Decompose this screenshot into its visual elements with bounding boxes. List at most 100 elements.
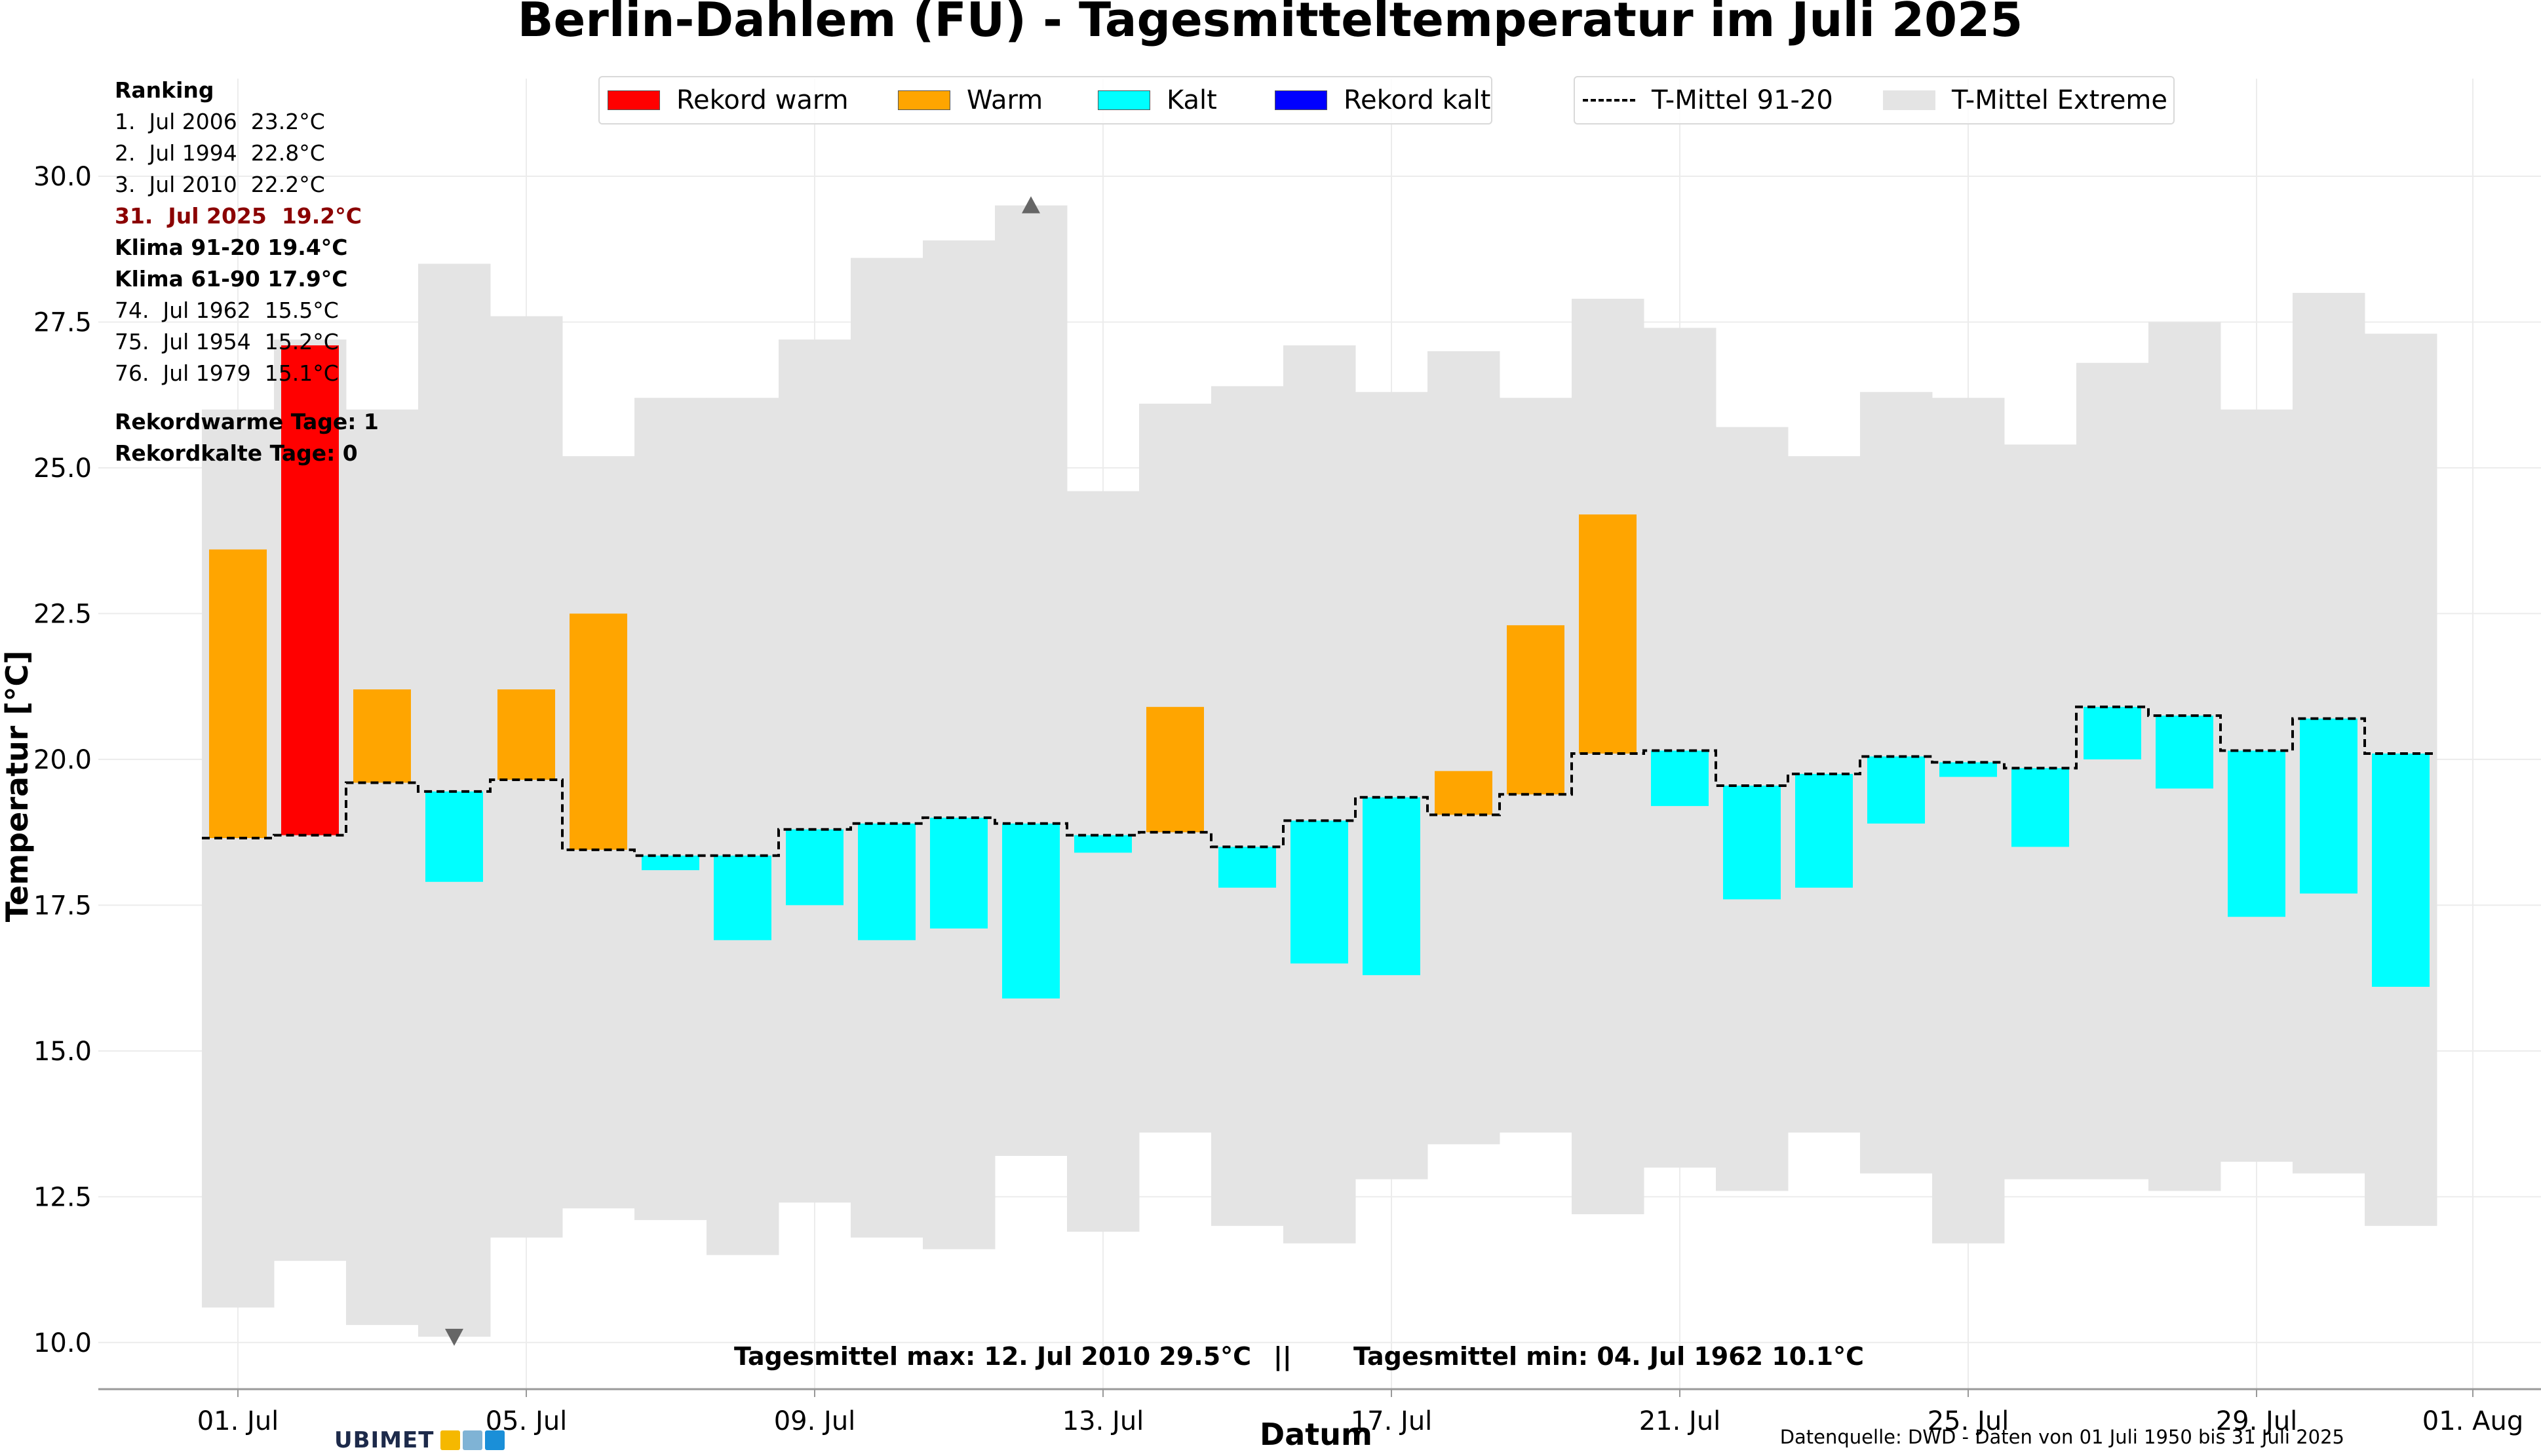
- temperature-bar: [1218, 847, 1276, 888]
- temperature-bar: [1507, 625, 1564, 795]
- axes: 10.0 12.5 15.0 17.5 20.0 22.5 25.0 27.5 30.0 01. …: [33, 162, 2541, 1436]
- legend-swatch: [1275, 90, 1327, 110]
- bars: [209, 345, 2430, 999]
- extremes-segment: [1572, 298, 1644, 1215]
- temperature-bar: [1290, 820, 1348, 964]
- temperature-bar: [497, 689, 555, 780]
- temperature-bar: [2300, 718, 2357, 894]
- temperature-bar: [1795, 774, 1853, 888]
- temperature-bar: [714, 855, 771, 940]
- extremes-segment: [1211, 386, 1284, 1226]
- ranking-line: 1. Jul 2006 23.2°C: [115, 109, 325, 134]
- ranking-line: Klima 61-90 17.9°C: [115, 266, 348, 292]
- ubimet-logo: UBIMET: [334, 1427, 505, 1453]
- y-tick-label: 15.0: [33, 1037, 92, 1067]
- y-tick-label: 25.0: [33, 453, 92, 484]
- min-stat: Tagesmittel min: 04. Jul 1962 10.1°C: [1353, 1342, 1864, 1371]
- temperature-bar: [2011, 768, 2069, 847]
- legend-label: Kalt: [1167, 85, 1217, 115]
- temperature-bar: [1867, 756, 1925, 824]
- extremes-segment: [707, 398, 779, 1255]
- extremes-segment: [634, 398, 707, 1220]
- x-tick-label: 13. Jul: [1062, 1406, 1144, 1436]
- temperature-bar: [1939, 762, 1997, 777]
- ranking-header: Ranking: [115, 77, 214, 103]
- extremes-segment: [1427, 351, 1500, 1145]
- legend-swatch: [1098, 90, 1150, 110]
- legend-label: Warm: [967, 85, 1043, 115]
- extremes-segment: [995, 205, 1068, 1157]
- temperature-bar: [1363, 797, 1420, 976]
- temperature-bar: [1146, 706, 1204, 833]
- ranking-line: 3. Jul 2010 22.2°C: [115, 172, 325, 197]
- y-tick-label: 22.5: [33, 599, 92, 629]
- ranking-line: 2. Jul 1994 22.8°C: [115, 140, 325, 166]
- x-tick-label: 25. Jul: [1928, 1406, 2009, 1436]
- ranking-line: 75. Jul 1954 15.2°C: [115, 329, 339, 354]
- mean-step-line: [202, 705, 2437, 857]
- y-axis-label: Temperatur [°C]: [0, 651, 35, 923]
- temperature-bar: [1651, 750, 1709, 807]
- legend-extremes-label: T-Mittel Extreme: [1952, 85, 2168, 115]
- max-marker-icon: [1022, 196, 1040, 214]
- legend-swatch: [898, 90, 950, 110]
- extremes-segment: [779, 339, 851, 1203]
- extremes-segment: [1932, 398, 2005, 1244]
- extreme-markers: [445, 196, 1040, 1346]
- legend-item: Kalt: [1098, 77, 1217, 123]
- max-stat: Tagesmittel max: 12. Jul 2010 29.5°C: [734, 1342, 1252, 1371]
- legend-swatch: [608, 90, 660, 110]
- temperature-bar: [281, 345, 339, 835]
- climate-mean-line: [202, 705, 2437, 857]
- temperature-bar: [425, 791, 483, 882]
- extremes-swatch: [1883, 90, 1935, 110]
- temperature-bar: [2228, 750, 2285, 917]
- legend-categories: Rekord warm Warm Kalt Rekord kalt: [598, 76, 1492, 125]
- temperature-bar: [2156, 716, 2213, 789]
- y-tick-label: 20.0: [33, 745, 92, 775]
- extremes-segment: [851, 258, 923, 1238]
- legend-extremes: T-Mittel Extreme: [1883, 77, 2167, 123]
- ranking-line: 31. Jul 2025 19.2°C: [115, 203, 362, 229]
- x-tick-label: 01. Aug: [2422, 1406, 2523, 1436]
- y-tick-label: 30.0: [33, 162, 92, 192]
- extremes-segment: [1644, 328, 1717, 1168]
- y-tick-label: 27.5: [33, 307, 92, 337]
- legend-item: Rekord kalt: [1275, 77, 1490, 123]
- extremes-segment: [2076, 362, 2149, 1179]
- y-tick-label: 17.5: [33, 891, 92, 921]
- x-tick-label: 17. Jul: [1351, 1406, 1433, 1436]
- temperature-bar: [858, 823, 916, 940]
- legend-mean-label: T-Mittel 91-20: [1652, 85, 1833, 115]
- extremes-segment: [1355, 392, 1428, 1179]
- x-tick-label: 09. Jul: [774, 1406, 856, 1436]
- extremes-segment: [346, 409, 419, 1326]
- legend-label: Rekord warm: [676, 85, 849, 115]
- data-source: Datenquelle: DWD - Daten von 01 Juli 195…: [1779, 1426, 2344, 1448]
- temperature-bar: [2084, 706, 2141, 759]
- x-axis-label: Datum: [1260, 1417, 1372, 1452]
- temperature-bar: [1435, 771, 1492, 815]
- temperature-bar: [209, 549, 267, 839]
- temperature-bar: [786, 829, 844, 906]
- temperature-bar: [2372, 754, 2430, 987]
- record-warm-days: Rekordwarme Tage: 1: [115, 409, 379, 434]
- ranking-line: 74. Jul 1962 15.5°C: [115, 297, 339, 323]
- logo-text: UBIMET: [334, 1427, 435, 1453]
- y-tick-label: 10.0: [33, 1328, 92, 1358]
- temperature-bar: [642, 855, 699, 870]
- extremes-segment: [1283, 345, 1356, 1244]
- legend-item: Warm: [898, 77, 1043, 123]
- chart-title: Berlin-Dahlem (FU) - Tagesmitteltemperat…: [518, 0, 2023, 47]
- cloud-icon: [463, 1430, 483, 1450]
- temperature-bar: [1002, 823, 1060, 999]
- record-cold-days: Rekordkalte Tage: 0: [115, 440, 358, 466]
- extremes-segment: [923, 240, 996, 1250]
- sun-icon: [440, 1430, 461, 1450]
- legend-label: Rekord kalt: [1344, 85, 1491, 115]
- extremes-segment: [202, 409, 275, 1308]
- dashed-line-icon: [1583, 99, 1635, 102]
- temperature-bar: [1579, 514, 1637, 754]
- legend-reference: T-Mittel 91-20 T-Mittel Extreme: [1574, 76, 2175, 125]
